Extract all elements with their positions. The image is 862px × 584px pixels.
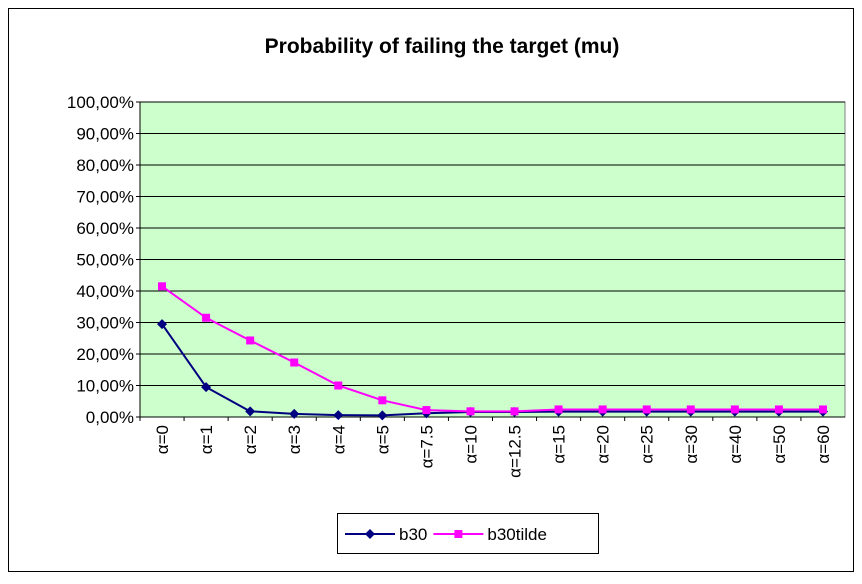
data-point xyxy=(422,406,431,415)
x-tick-label: α=3 xyxy=(285,425,304,454)
data-point xyxy=(554,405,563,414)
legend-label: b30 xyxy=(399,525,427,544)
data-point xyxy=(246,336,255,345)
x-tick-label: α=5 xyxy=(373,425,392,454)
legend-marker xyxy=(454,530,463,538)
x-tick-label: α=50 xyxy=(770,425,789,464)
y-tick-label: 100,00% xyxy=(67,93,134,112)
data-point xyxy=(202,313,211,322)
data-point xyxy=(466,407,475,416)
y-tick-label: 80,00% xyxy=(76,156,134,175)
data-point xyxy=(245,406,256,417)
data-point xyxy=(334,381,343,390)
y-tick-label: 20,00% xyxy=(76,345,134,364)
x-tick-label: α=40 xyxy=(726,425,745,464)
data-point xyxy=(642,405,651,414)
data-point xyxy=(290,358,299,367)
data-point xyxy=(730,405,739,414)
data-point xyxy=(157,319,168,330)
y-tick-label: 40,00% xyxy=(76,282,134,301)
data-point xyxy=(510,407,519,416)
x-tick-label: α=60 xyxy=(814,425,833,464)
data-point xyxy=(289,408,300,419)
y-tick-label: 30,00% xyxy=(76,314,134,333)
x-tick-label: α=1 xyxy=(197,425,216,454)
chart-title: Probability of failing the target (mu) xyxy=(265,35,620,58)
x-tick-label: α=10 xyxy=(461,425,480,464)
x-tick-label: α=30 xyxy=(682,425,701,464)
x-tick-label: α=0 xyxy=(153,425,172,454)
data-point xyxy=(818,405,827,414)
x-tick-label: α=20 xyxy=(594,425,613,464)
data-point xyxy=(686,405,695,414)
x-tick-label: α=7.5 xyxy=(417,425,436,468)
data-point xyxy=(774,405,783,414)
x-tick-label: α=12.5 xyxy=(506,425,525,478)
y-tick-label: 60,00% xyxy=(76,219,134,238)
data-point xyxy=(158,282,167,291)
legend-marker xyxy=(365,529,375,539)
x-tick-label: α=25 xyxy=(638,425,657,464)
x-tick-label: α=15 xyxy=(550,425,569,464)
legend-label: b30tilde xyxy=(487,525,547,544)
y-tick-label: 0,00% xyxy=(86,408,134,427)
x-tick-label: α=4 xyxy=(329,425,348,454)
x-tick-label: α=2 xyxy=(241,425,260,454)
y-tick-label: 10,00% xyxy=(76,377,134,396)
data-point xyxy=(378,396,387,405)
y-tick-label: 90,00% xyxy=(76,125,134,144)
data-point xyxy=(598,405,607,414)
y-tick-label: 50,00% xyxy=(76,251,134,270)
series-line xyxy=(161,285,823,413)
data-point xyxy=(377,410,388,421)
y-tick-label: 70,00% xyxy=(76,188,134,207)
data-point xyxy=(201,382,212,393)
data-point xyxy=(333,410,344,421)
